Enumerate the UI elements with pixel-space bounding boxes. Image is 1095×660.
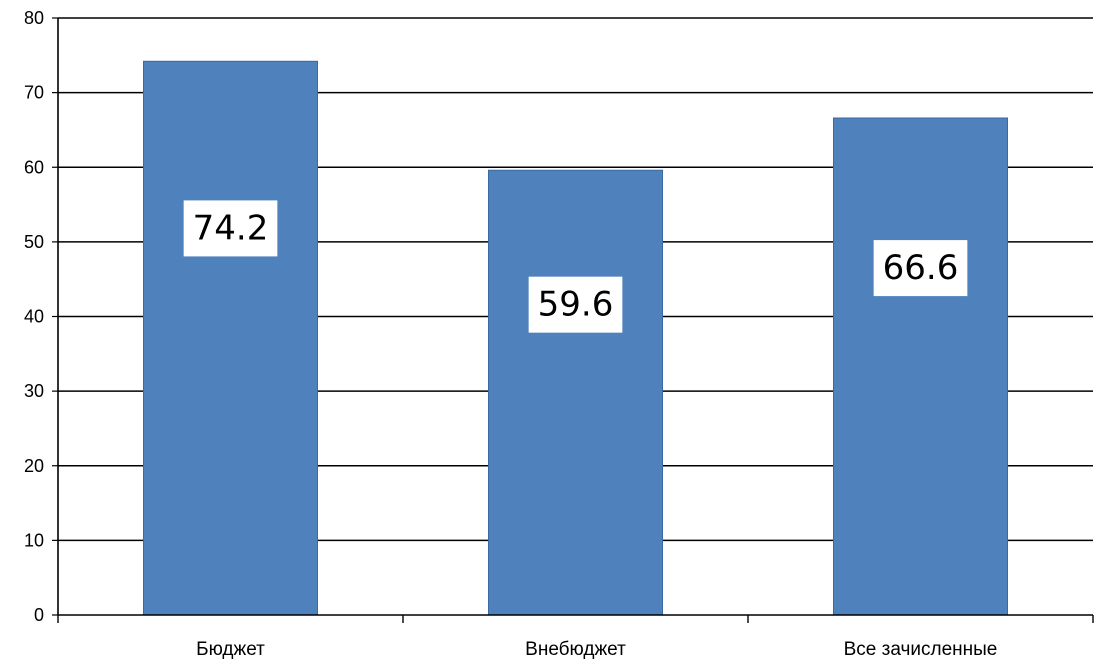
data-label-1: 74.2 — [193, 208, 269, 248]
bar-2 — [488, 169, 663, 616]
y-tick-label: 70 — [24, 83, 44, 103]
y-tick-label: 50 — [24, 232, 44, 252]
data-label-2: 59.6 — [538, 285, 614, 325]
data-label-3: 66.6 — [883, 248, 959, 288]
bar-3 — [833, 117, 1008, 616]
y-tick-label: 40 — [24, 307, 44, 327]
data-label-box — [528, 276, 623, 333]
y-tick-label: 60 — [24, 157, 44, 177]
y-tick-label: 10 — [24, 530, 44, 550]
y-tick-label: 30 — [24, 381, 44, 401]
x-category-label: Бюджет — [196, 639, 265, 660]
axes: 0 10 20 30 40 50 60 70 80 Бюджет Внебюджет Все зачи… — [24, 8, 1094, 660]
bars — [143, 60, 1008, 616]
data-labels: 74.2 59.6 66.6 — [183, 200, 968, 333]
y-tick-label: 0 — [34, 605, 44, 625]
data-label-box — [183, 200, 278, 257]
x-category-label: Все зачисленные — [844, 639, 998, 660]
y-tick-label: 80 — [24, 8, 44, 28]
bar-1 — [143, 60, 318, 616]
y-tick-label: 20 — [24, 456, 44, 476]
x-category-label: Внебюджет — [525, 639, 626, 660]
data-label-box — [873, 240, 968, 297]
